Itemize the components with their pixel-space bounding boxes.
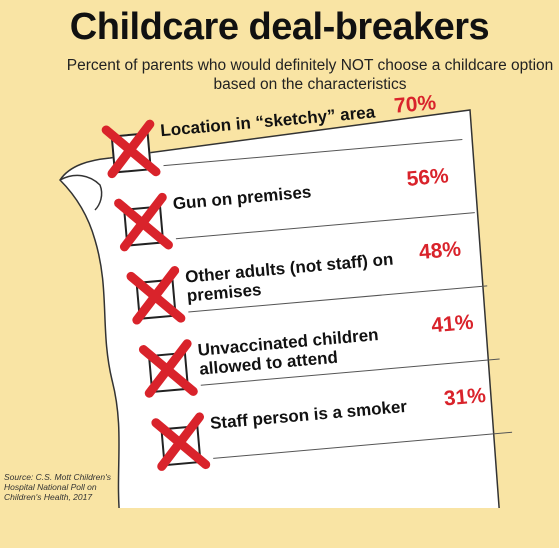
- row-underline: [163, 138, 463, 167]
- red-x-icon: [114, 192, 173, 252]
- row-value: 70%: [393, 91, 438, 118]
- chart-title: Childcare deal-breakers: [69, 6, 490, 48]
- red-x-icon: [138, 339, 198, 398]
- red-x-icon: [151, 412, 211, 471]
- row-label: Staff person is a smoker: [209, 396, 408, 433]
- row-label: Gun on premises: [172, 182, 313, 214]
- checklist-row: Other adults (not staff) on premises 48%: [125, 237, 509, 333]
- checklist-row: Gun on premises 56%: [112, 164, 496, 260]
- source-note: Source: C.S. Mott Children's Hospital Na…: [4, 472, 111, 502]
- row-value: 56%: [405, 164, 450, 191]
- row-label: Unvaccinated children allowed to attend: [196, 325, 380, 379]
- row-underline: [213, 431, 513, 459]
- row-value: 41%: [430, 310, 475, 338]
- checklist-rows: Location in “sketchy” area 70% Gun on prem…: [60, 85, 559, 548]
- red-x-icon: [126, 266, 186, 325]
- checklist-row: Location in “sketchy” area 70%: [100, 91, 484, 186]
- row-underline: [175, 212, 475, 240]
- row-value: 48%: [418, 237, 462, 265]
- row-label: Other adults (not staff) on premises: [184, 249, 395, 306]
- checklist-row: Unvaccinated children allowed to attend 4…: [137, 310, 521, 406]
- chart-subtitle: Percent of parents who would definitely …: [66, 57, 554, 93]
- checklist-row: Staff person is a smoker 31%: [150, 383, 534, 479]
- red-x-icon: [101, 119, 161, 179]
- row-value: 31%: [442, 383, 487, 411]
- checklist-paper: [59, 109, 500, 508]
